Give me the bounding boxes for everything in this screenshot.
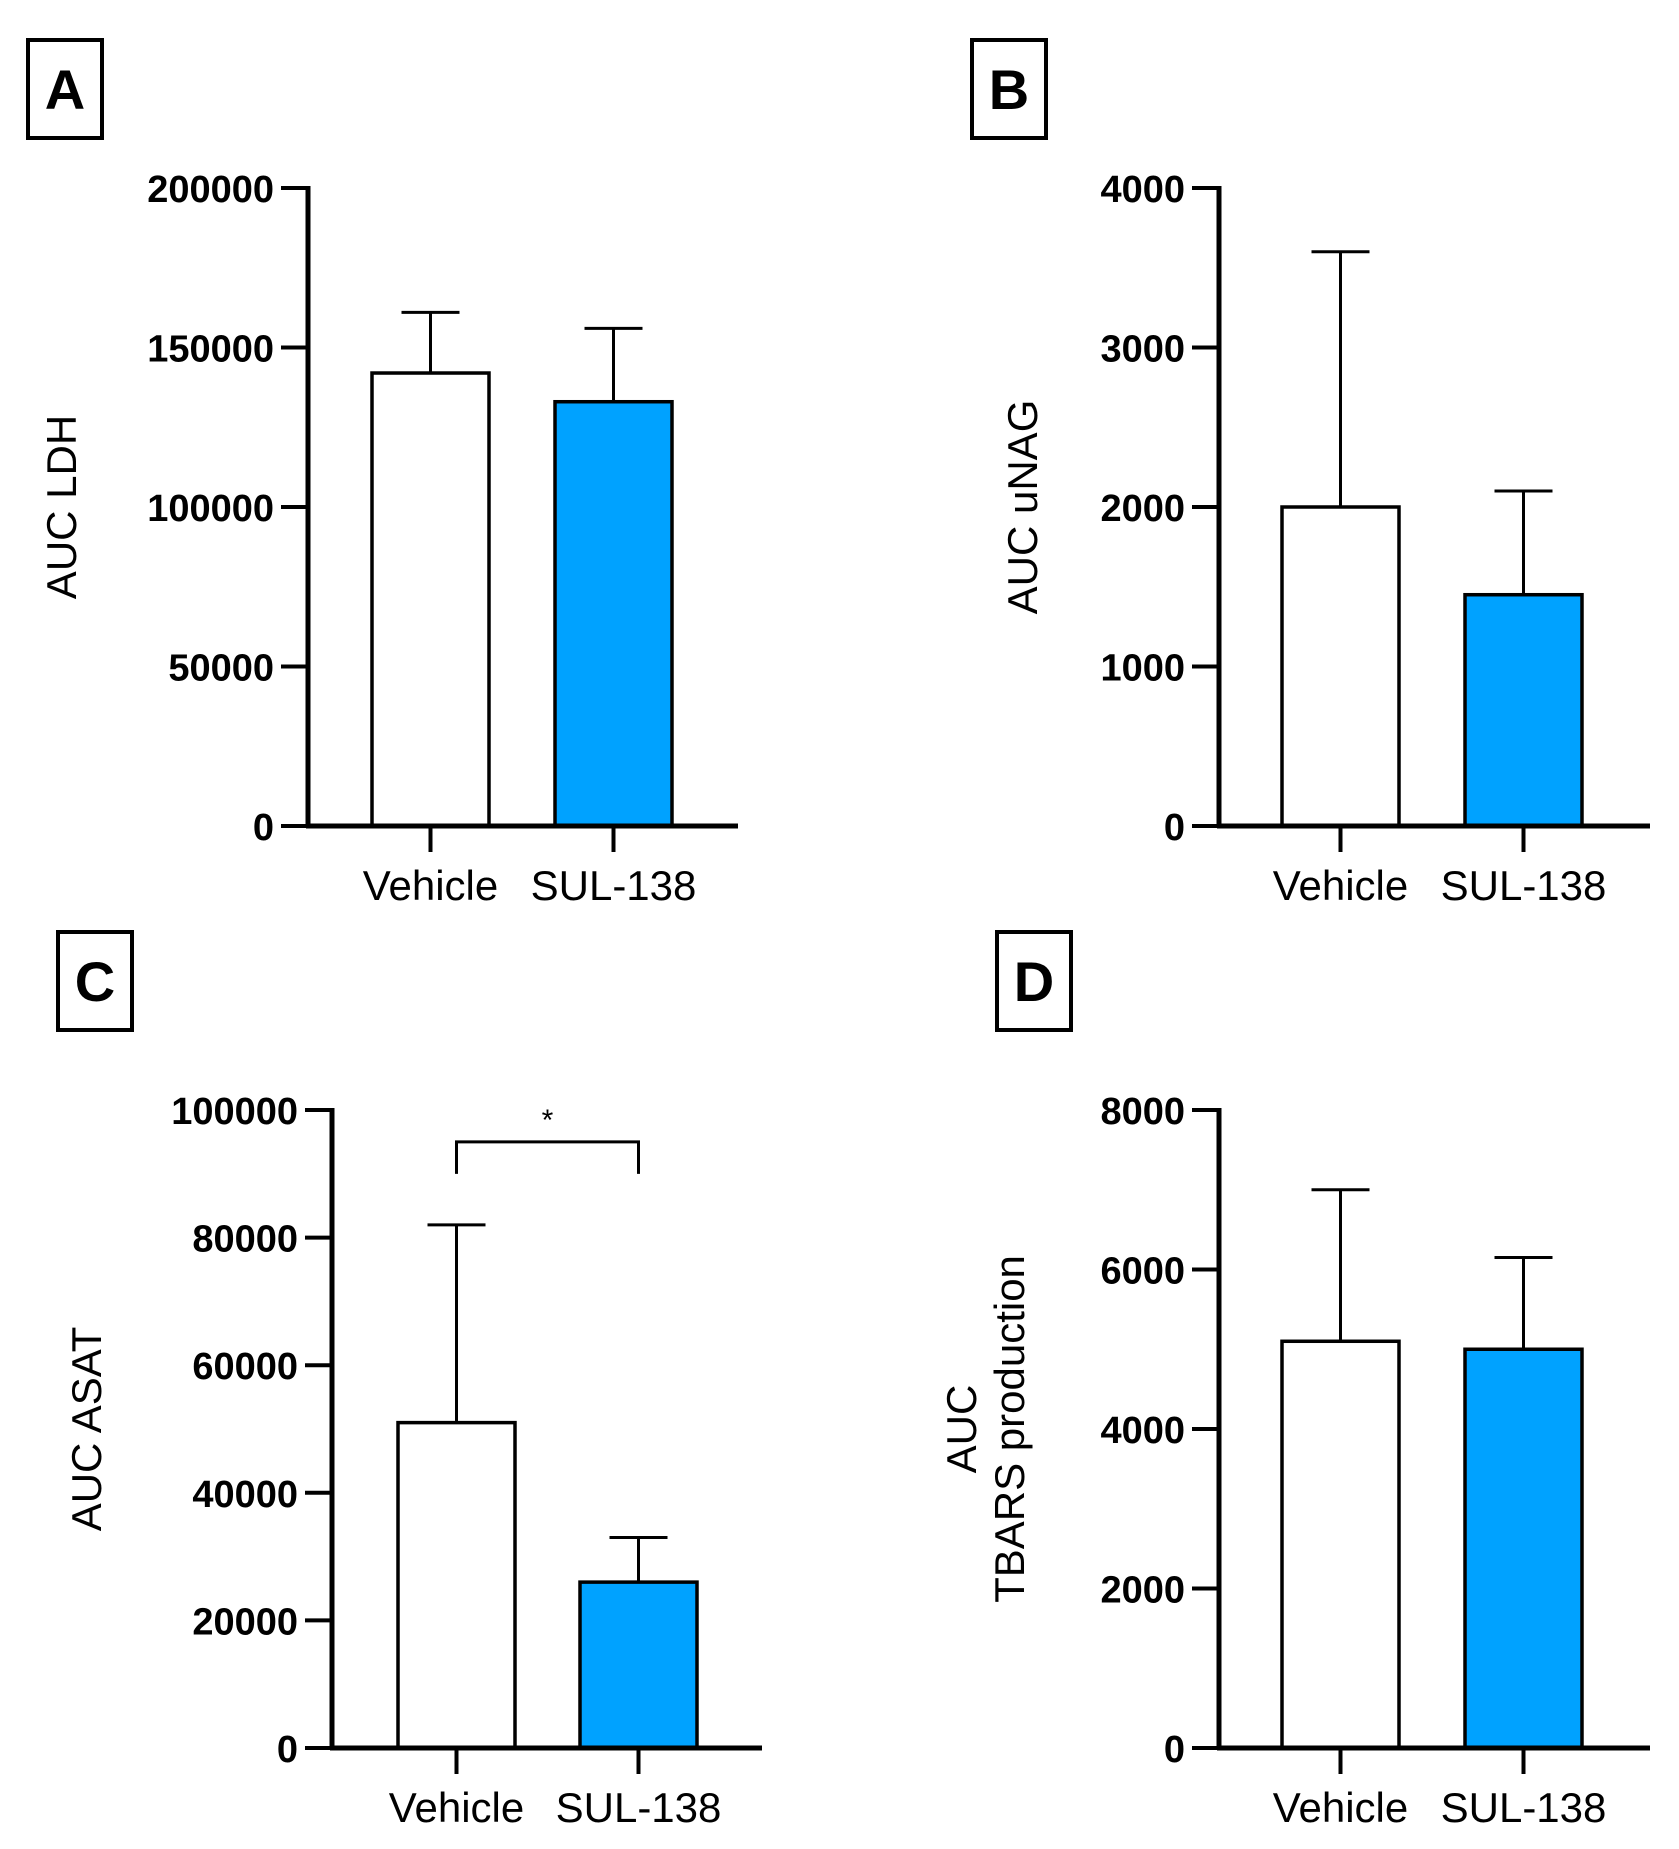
panel-letter-box	[56, 930, 134, 1032]
panel-letter: B	[989, 58, 1029, 121]
y-axis-label-line: AUC LDH	[38, 415, 85, 599]
panel-letter-box	[970, 38, 1048, 140]
y-axis-label: AUC uNAG	[999, 400, 1046, 615]
x-tick-label: Vehicle	[363, 862, 498, 909]
y-tick-label: 0	[253, 807, 274, 849]
x-tick-label: SUL-138	[1441, 1784, 1607, 1831]
bar-vehicle	[396, 1420, 517, 1750]
y-tick-label: 80000	[192, 1219, 298, 1261]
y-tick-label: 150000	[147, 329, 274, 371]
panel-letter-box	[995, 930, 1073, 1032]
x-tick-label: Vehicle	[1273, 1784, 1408, 1831]
panel-a: A 0 50000 100000 150000 200000 Vehicle SUL-138 A…	[26, 38, 738, 909]
y-tick-label: 2000	[1100, 1570, 1185, 1612]
y-tick-label: 3000	[1100, 329, 1185, 371]
y-tick-label: 100000	[171, 1091, 298, 1133]
y-tick-label: 2000	[1100, 488, 1185, 530]
y-tick-label: 0	[1164, 807, 1185, 849]
y-tick-label: 20000	[192, 1601, 298, 1643]
panel-b: B 0 1000 2000 3000 4000 Vehicle SUL-138 AUC uNAG	[970, 38, 1650, 909]
bar-sul-138	[1463, 1347, 1584, 1750]
bar-sul-138	[553, 399, 674, 828]
y-axis-label-line: TBARS production	[986, 1255, 1033, 1603]
y-axis-label: AUC ASAT	[63, 1327, 110, 1532]
significance-label: *	[542, 1104, 554, 1137]
x-tick-label: Vehicle	[1273, 862, 1408, 909]
y-tick-label: 6000	[1100, 1251, 1185, 1293]
panel-letter-box	[26, 38, 104, 140]
y-tick-label: 50000	[168, 648, 274, 690]
bar-vehicle	[370, 371, 491, 828]
y-tick-label: 200000	[147, 169, 274, 211]
panel-d: D 0 2000 4000 6000 8000 Vehicle SUL-138 AUCTBARS…	[938, 930, 1650, 1831]
bar-sul-138	[578, 1580, 699, 1750]
panel-c: C 0 20000 40000 60000 80000 100000 Vehicle SUL-1…	[56, 930, 762, 1831]
x-tick-label: SUL-138	[1441, 862, 1607, 909]
y-tick-label: 40000	[192, 1474, 298, 1516]
y-tick-label: 60000	[192, 1346, 298, 1388]
panel-letter: C	[75, 950, 115, 1013]
y-axis-label-line: AUC	[938, 1385, 985, 1474]
bar-sul-138	[1463, 592, 1584, 828]
significance-bracket	[455, 1140, 640, 1174]
bar-vehicle	[1280, 505, 1401, 828]
y-tick-label: 4000	[1100, 169, 1185, 211]
x-tick-label: Vehicle	[389, 1784, 524, 1831]
y-tick-label: 8000	[1100, 1091, 1185, 1133]
y-tick-label: 1000	[1100, 648, 1185, 690]
y-axis-label: AUCTBARS production	[938, 1255, 1033, 1603]
y-axis-label-line: AUC ASAT	[63, 1327, 110, 1532]
x-tick-label: SUL-138	[531, 862, 697, 909]
panel-letter: D	[1014, 950, 1054, 1013]
y-tick-label: 100000	[147, 488, 274, 530]
bar-vehicle	[1280, 1339, 1401, 1750]
y-axis-label-line: AUC uNAG	[999, 400, 1046, 615]
y-tick-label: 4000	[1100, 1410, 1185, 1452]
panel-letter: A	[45, 58, 85, 121]
x-tick-label: SUL-138	[556, 1784, 722, 1831]
y-axis-label: AUC LDH	[38, 415, 85, 599]
y-tick-label: 0	[277, 1729, 298, 1771]
y-tick-label: 0	[1164, 1729, 1185, 1771]
